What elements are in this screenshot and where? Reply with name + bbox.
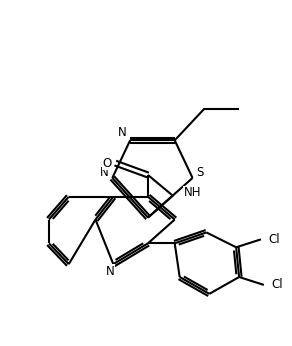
Text: Cl: Cl <box>272 279 284 291</box>
Text: N: N <box>118 126 127 139</box>
Text: N: N <box>106 265 115 277</box>
Text: Cl: Cl <box>269 233 280 246</box>
Text: NH: NH <box>184 186 201 199</box>
Text: S: S <box>196 166 203 180</box>
Text: N: N <box>100 165 109 179</box>
Text: O: O <box>103 157 112 170</box>
